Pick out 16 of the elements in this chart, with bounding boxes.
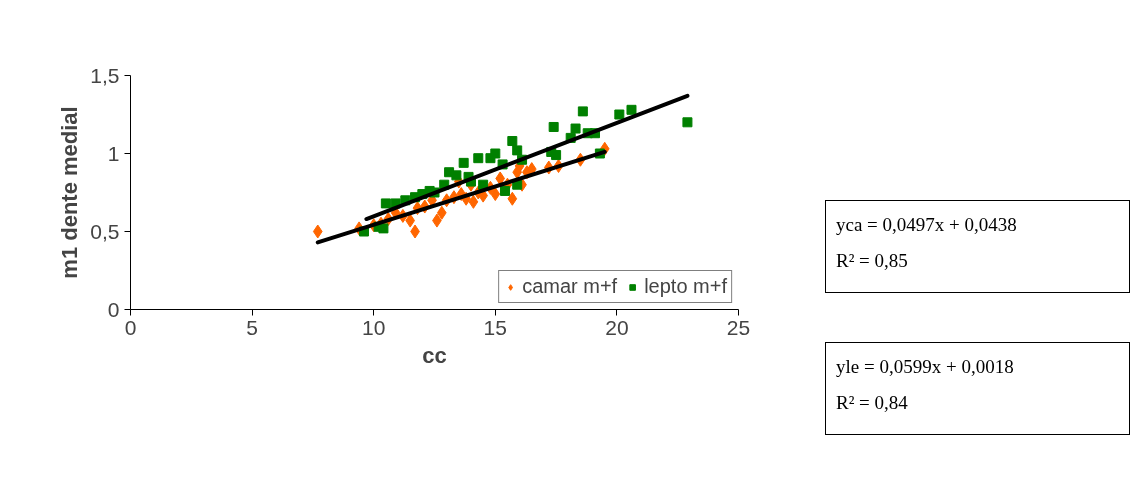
text: yle = 0,0599x + 0,0018 R² = 0,84	[836, 355, 1014, 415]
y-tick-label: 1,5	[90, 63, 120, 87]
x-tick-label: 5	[246, 315, 258, 339]
y-axis-title: m1 dente medial	[57, 106, 83, 279]
y-tick-label: 0	[107, 297, 120, 321]
x-axis-title: cc	[422, 342, 447, 368]
x-tick-label: 15	[483, 315, 507, 339]
x-tick-label: 10	[362, 315, 386, 339]
x-tick-label: 25	[726, 315, 751, 339]
y-tick-label: 1	[107, 141, 120, 165]
legend-label: lepto m+f	[644, 275, 727, 298]
y-tick-label: 0,5	[90, 219, 120, 243]
x-tick-label: 20	[605, 315, 629, 339]
text: yca = 0,0497x + 0,0438 R² = 0,85	[836, 213, 1017, 273]
legend-label: camar m+f	[522, 275, 618, 298]
x-tick-label: 0	[124, 315, 137, 339]
